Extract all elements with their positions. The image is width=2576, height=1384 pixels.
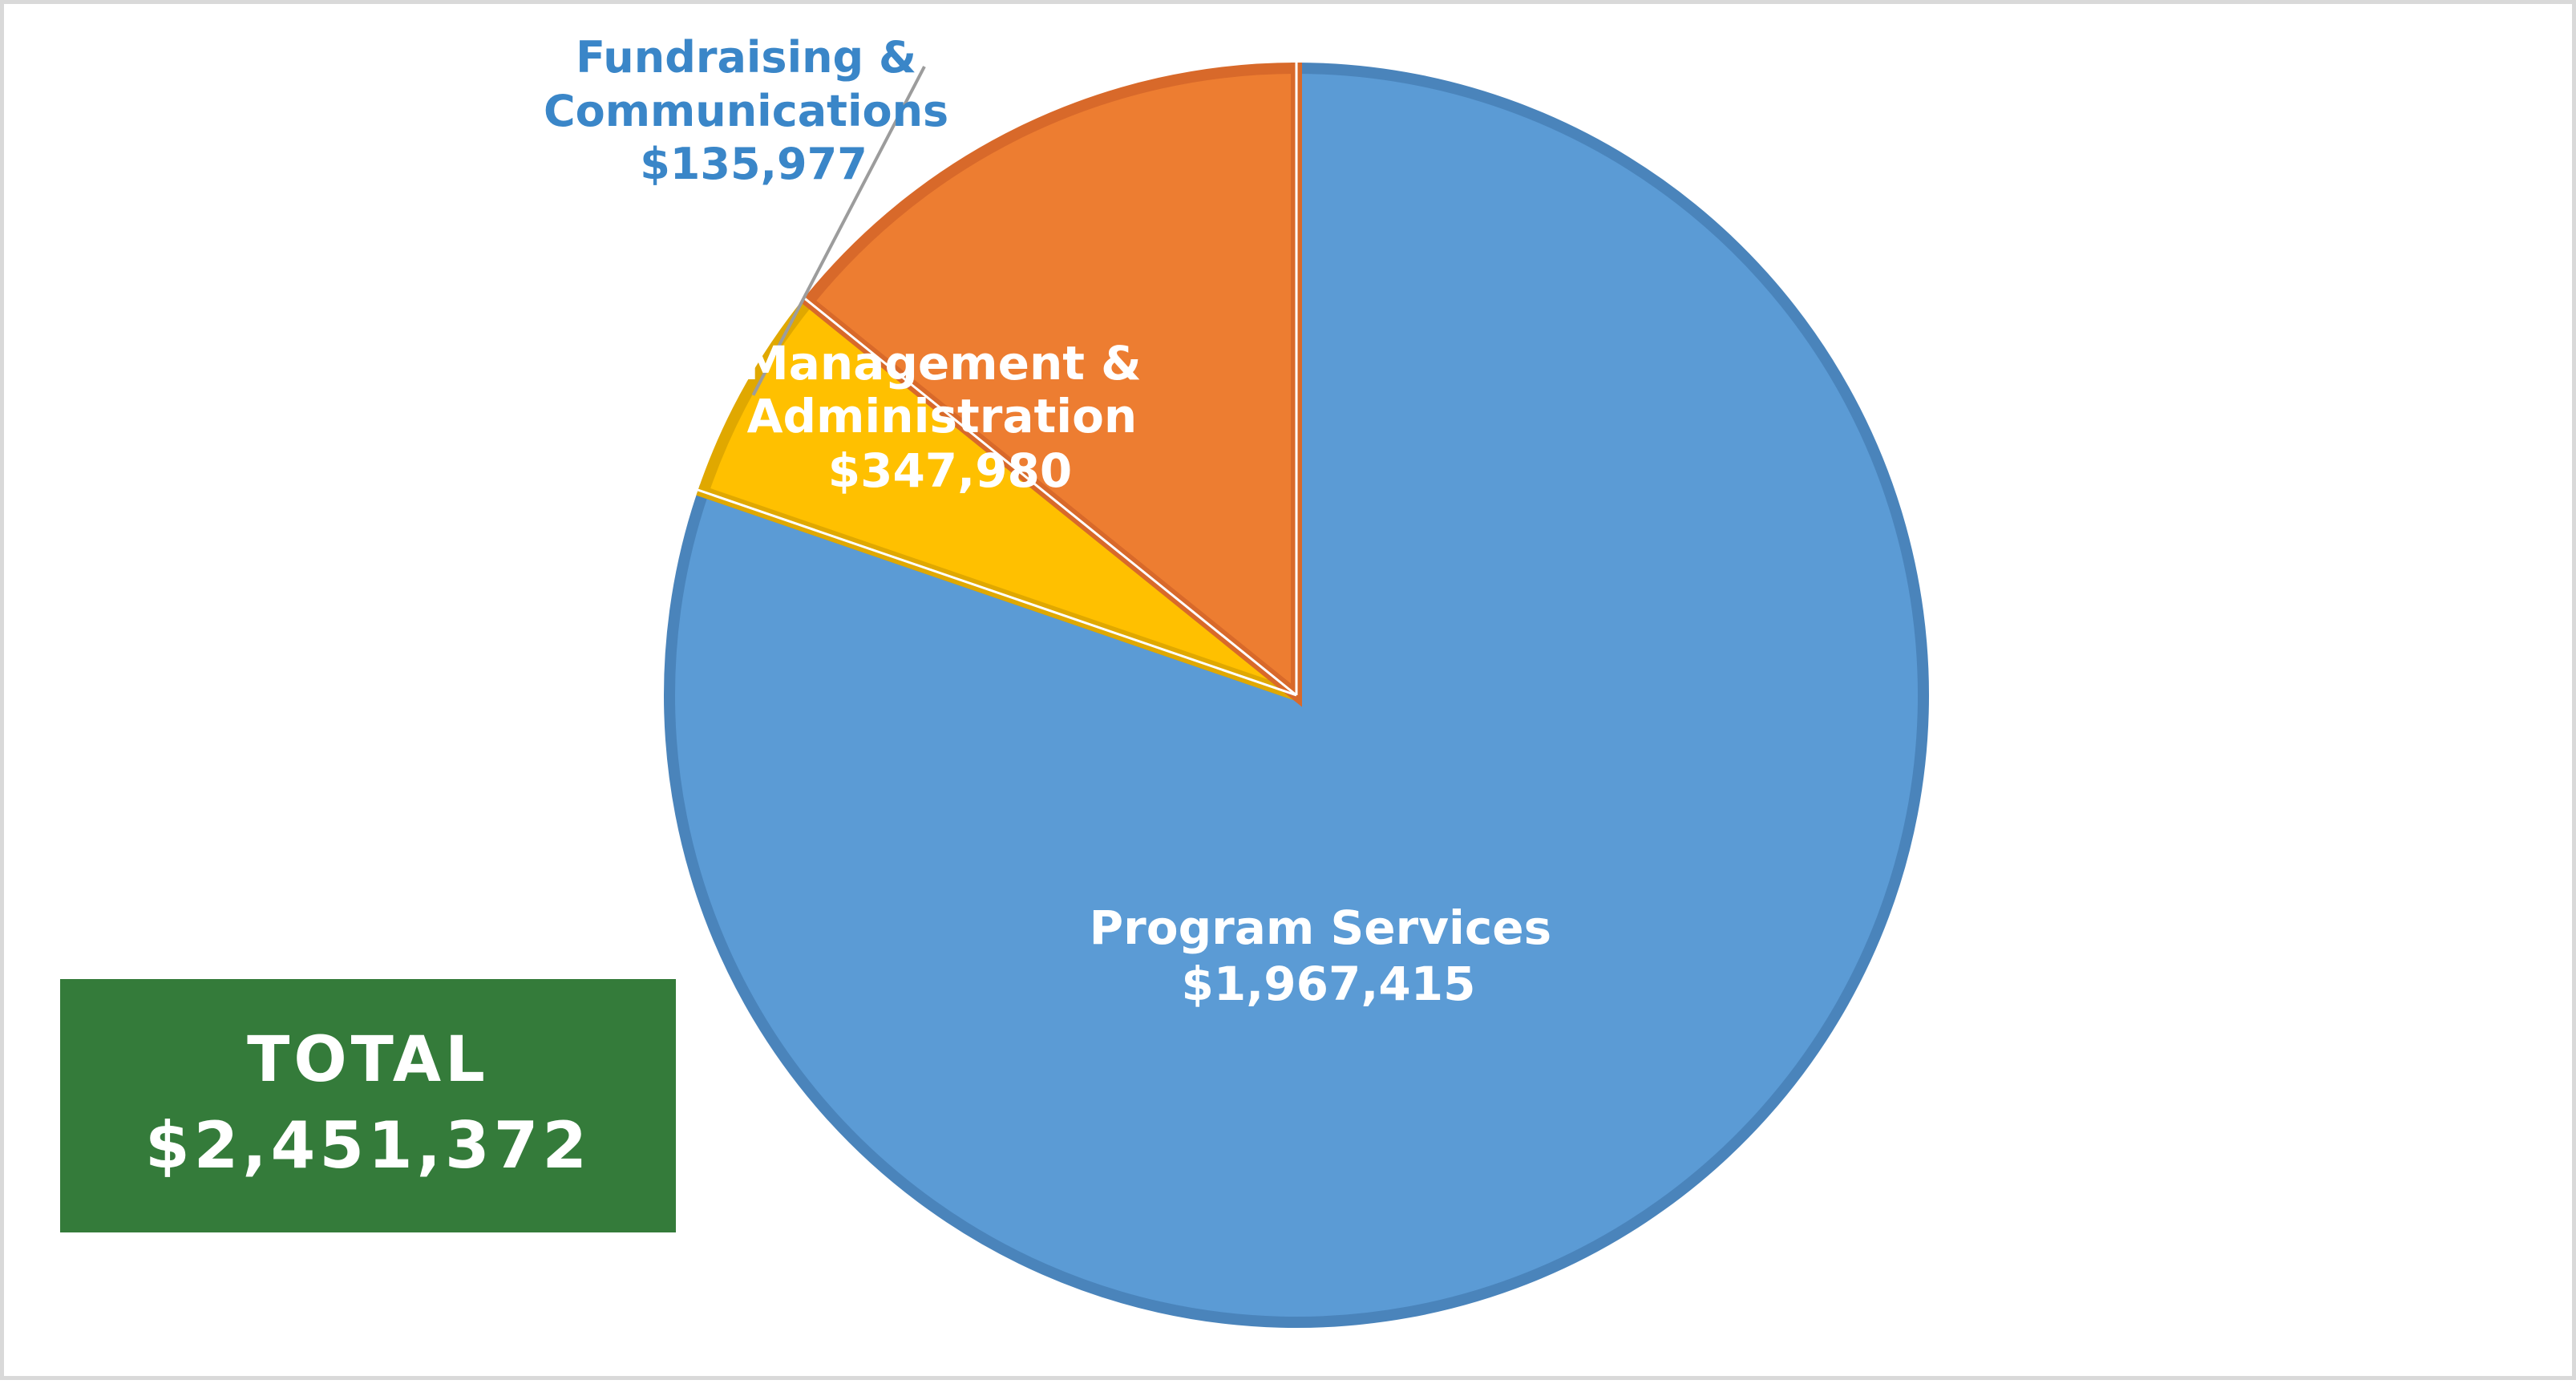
slice-label-fundraising: Fundraising & Communications $135,977	[544, 32, 964, 189]
slice-name-fundraising-line-1: Fundraising &	[576, 32, 916, 83]
slice-separator	[803, 296, 1297, 697]
slice-name-program-services: Program Services	[1090, 900, 1552, 955]
fundraising-leader-line	[751, 66, 926, 396]
slice-name-management-line-1: Management &	[742, 336, 1142, 391]
slice-label-program-services: Program Services $1,967,415	[1090, 900, 1568, 1011]
total-box: TOTAL $2,451,372	[60, 979, 676, 1232]
slice-fundraising	[696, 293, 1300, 701]
slice-value-program-services: $1,967,415	[1182, 957, 1476, 1011]
slice-label-management: Management & Administration $347,980	[742, 336, 1158, 498]
slice-name-fundraising-line-2: Communications	[544, 86, 948, 136]
total-label: TOTAL	[247, 1024, 489, 1096]
slice-separator	[697, 488, 1297, 697]
total-value: $2,451,372	[144, 1108, 592, 1183]
pie-slices	[664, 62, 1929, 1328]
slice-value-fundraising: $135,977	[640, 139, 867, 189]
slice-value-management: $347,980	[828, 443, 1073, 498]
slice-management	[800, 62, 1302, 707]
slice-name-management-line-2: Administration	[747, 389, 1138, 443]
pie-chart: Program Services $1,967,415 Management &…	[544, 32, 1929, 1328]
